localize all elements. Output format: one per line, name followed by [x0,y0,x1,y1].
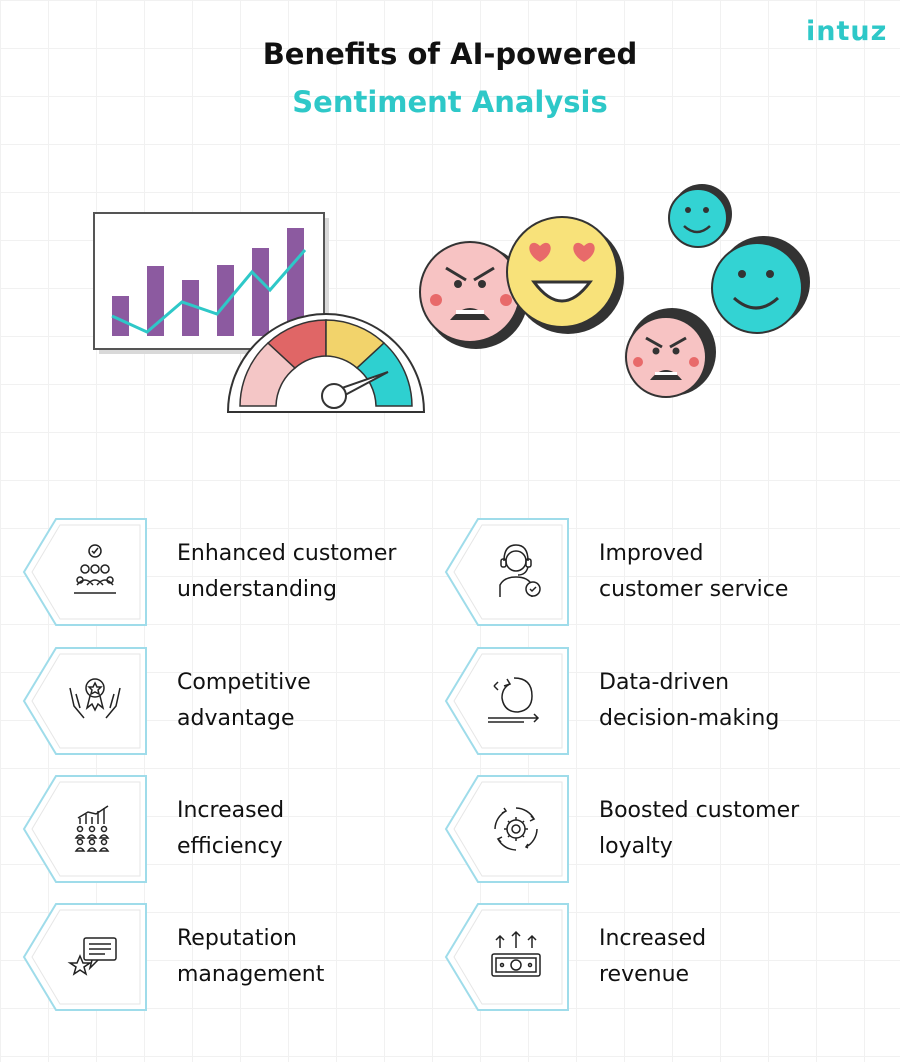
benefit-label-line: Increased [177,798,285,823]
page-title: Benefits of AI-powered [262,37,638,71]
benefit-label-line: Competitive [177,670,311,695]
benefit-label-line: revenue [599,962,690,987]
benefit-card: Boosted customer loyalty [444,774,864,884]
benefit-card: Increased revenue [444,902,864,1012]
star-review-icon [67,937,117,976]
benefit-label: Enhanced customer understanding [177,536,447,608]
benefit-card: Competitive advantage [22,646,442,756]
hexagon-badge [22,518,147,626]
benefit-label: Increased efficiency [177,793,447,865]
benefit-label-line: loyalty [599,834,673,859]
benefit-label-line: Reputation [177,926,297,951]
hexagon-badge [22,647,147,755]
benefit-label-line: Improved [599,541,704,566]
benefit-label-line: management [177,962,325,987]
benefit-label-line: Increased [599,926,707,951]
people-check-icon [74,544,116,594]
benefit-label-line: advantage [177,706,295,731]
page-subtitle: Sentiment Analysis [292,85,608,119]
gear-cycle-icon [494,807,538,851]
sentiment-gauge-icon [226,313,426,413]
benefit-label-line: Boosted customer [599,798,800,823]
hero-illustration [93,184,810,413]
team-growth-icon [74,805,110,852]
benefit-label: Increased revenue [599,921,869,993]
benefit-label-line: Enhanced customer [177,541,397,566]
hexagon-badge [444,518,569,626]
hexagon-badge [444,775,569,883]
angry-face-icon [419,241,528,349]
benefit-label-line: Data-driven [599,670,730,695]
hexagon-badge [22,903,147,1011]
small-angry-face-icon [625,308,716,398]
benefit-label: Boosted customer loyalty [599,793,869,865]
hexagon-badge [444,647,569,755]
support-agent-icon [499,544,541,597]
heart-eyes-face-icon [506,216,624,334]
small-happy-face-icon [668,184,732,248]
benefit-label: Competitive advantage [177,665,447,737]
benefit-card: Data-driven decision-making [444,646,864,756]
benefit-label-line: decision-making [599,706,780,731]
intuz-logo: intuz [806,16,888,47]
hexagon-badge [444,903,569,1011]
benefit-label-line: customer service [599,577,789,602]
benefit-card: Improved customer service [444,517,864,627]
benefit-label: Reputation management [177,921,447,993]
hexagon-badge [22,775,147,883]
award-hands-icon [69,678,121,719]
benefit-card: Increased efficiency [22,774,442,884]
happy-face-icon [711,236,810,334]
benefit-label: Data-driven decision-making [599,665,869,737]
benefit-label: Improved customer service [599,536,869,608]
benefit-label-line: efficiency [177,834,283,859]
money-up-icon [491,930,541,977]
decision-loop-icon [488,677,540,723]
benefit-card: Reputation management [22,902,442,1012]
benefit-card: Enhanced customer understanding [22,517,442,627]
benefit-label-line: understanding [177,577,337,602]
bar-chart-board-icon [93,212,329,354]
